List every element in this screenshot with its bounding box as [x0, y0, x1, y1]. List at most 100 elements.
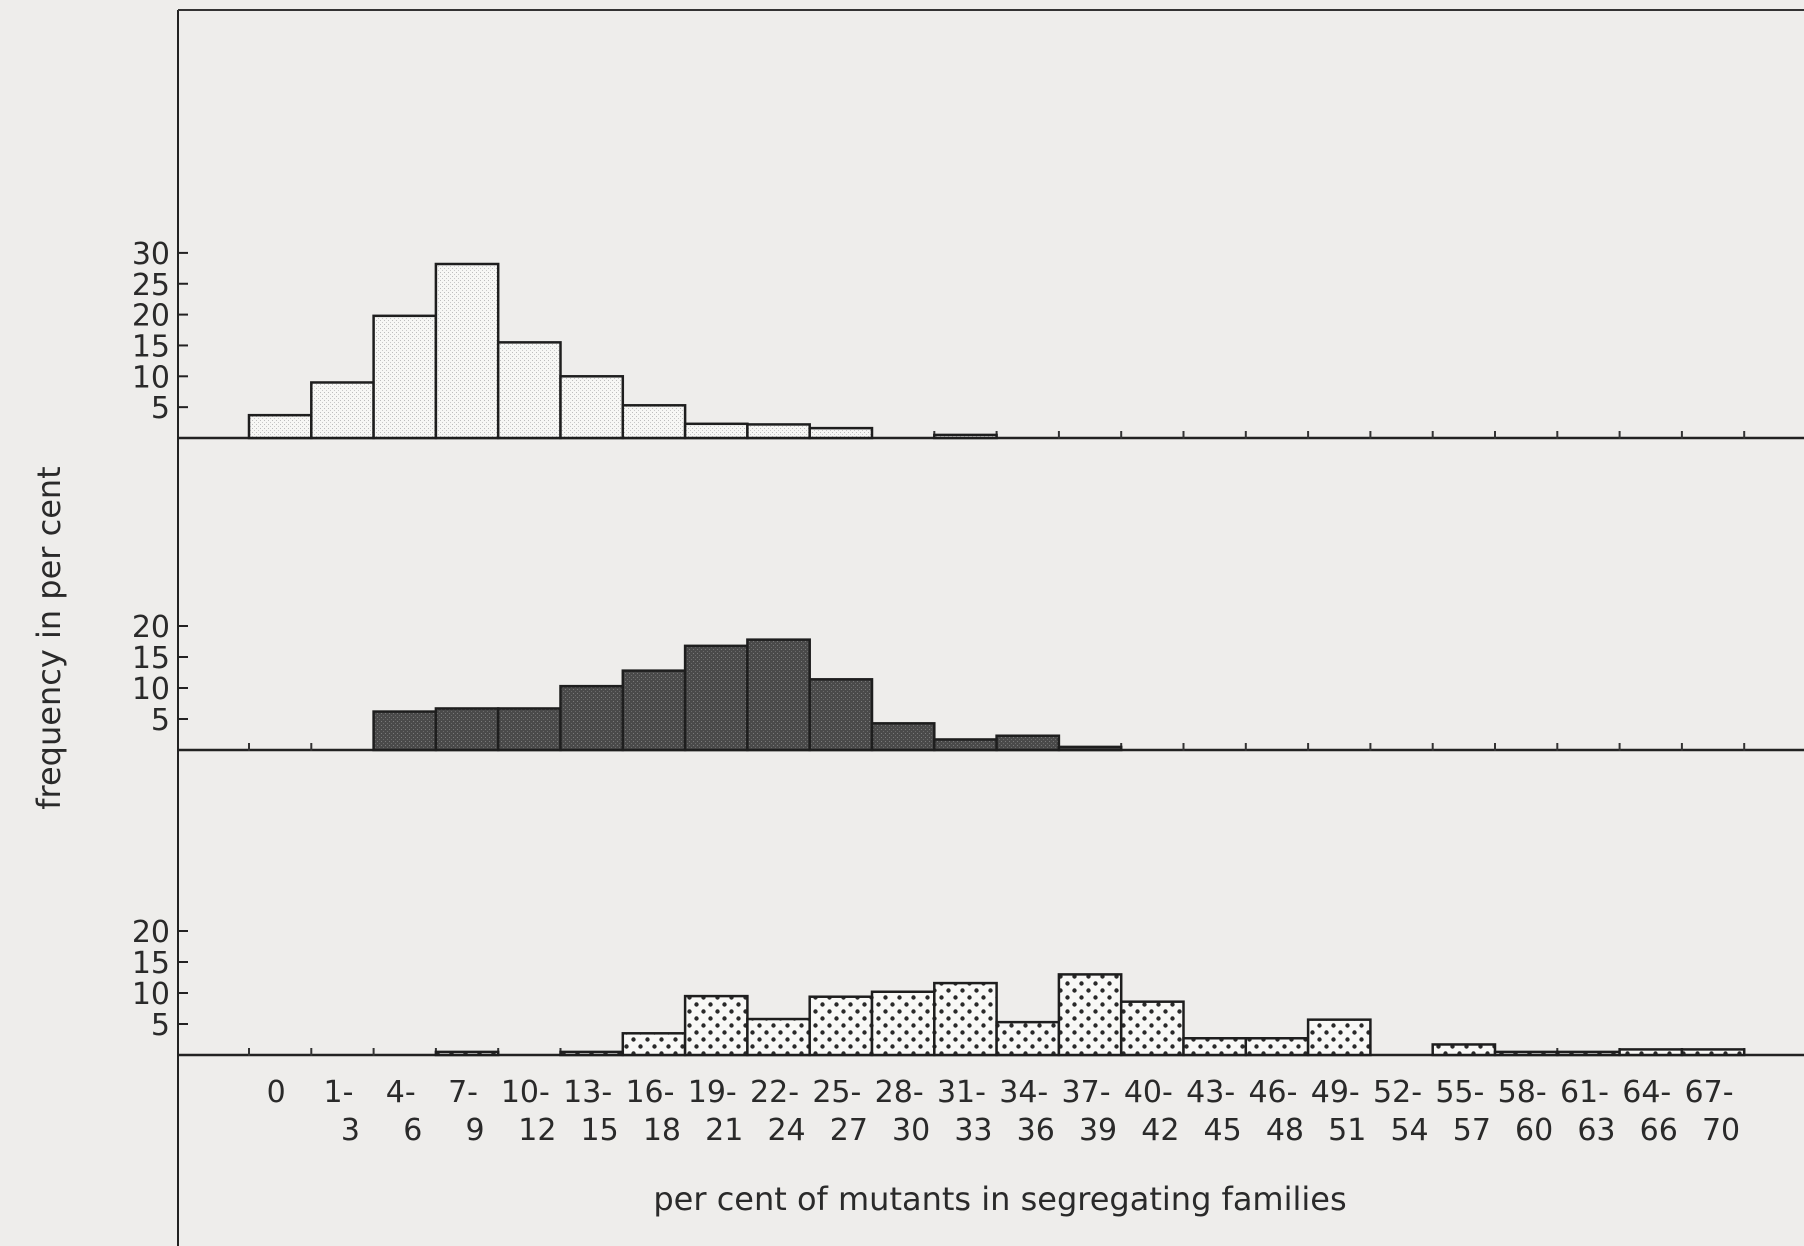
- panel-3-bar: [1618, 1048, 1684, 1057]
- panel-3-ytick-label: 15: [132, 946, 170, 981]
- panel-1-ytick-label: 25: [132, 268, 170, 303]
- panel-1-ytick-label: 30: [132, 237, 170, 272]
- panel-3-bar: [746, 1017, 811, 1057]
- panel-3-ytick-label: 20: [132, 915, 170, 950]
- panel-2-ytick-label: 10: [132, 672, 170, 707]
- x-category-label-bottom: 39: [1079, 1113, 1117, 1148]
- x-category-label-bottom: 57: [1453, 1113, 1491, 1148]
- x-category-label-top: 28-: [875, 1075, 924, 1110]
- x-category-label-bottom: 18: [643, 1113, 681, 1148]
- panel-1-ytick-label: 10: [132, 360, 170, 395]
- panel-3-bar: [1680, 1048, 1746, 1057]
- panel-3-bar: [933, 981, 998, 1057]
- x-category-label-top: 4-: [386, 1075, 416, 1110]
- panel-2-bar: [933, 738, 998, 752]
- panel-2-bar: [621, 669, 687, 752]
- x-category-label-top: 52-: [1373, 1075, 1422, 1110]
- x-category-label-top: 37-: [1062, 1075, 1111, 1110]
- x-category-label-bottom: 3: [341, 1113, 360, 1148]
- panel-3-bar: [1057, 973, 1123, 1057]
- panel-1-bar: [310, 381, 375, 440]
- panel-1-bar: [808, 426, 874, 440]
- panel-1-bar: [621, 404, 687, 440]
- panel-1-bar: [247, 413, 313, 440]
- x-category-label-bottom: 51: [1328, 1113, 1366, 1148]
- panel-2-bar: [559, 684, 625, 752]
- panel-1-ytick-label: 20: [132, 299, 170, 334]
- x-category-label-top: 46-: [1248, 1075, 1297, 1110]
- panel-1-bar: [496, 341, 562, 440]
- panel-1-bar: [559, 375, 625, 440]
- x-category-label-bottom: 45: [1204, 1113, 1242, 1148]
- x-category-label-top: 34-: [999, 1075, 1048, 1110]
- x-category-label-top: 10-: [501, 1075, 550, 1110]
- x-category-label-bottom: 54: [1390, 1113, 1428, 1148]
- x-category-label-bottom: 9: [466, 1113, 485, 1148]
- panel-2-ytick-label: 15: [132, 641, 170, 676]
- x-category-label-top: 43-: [1186, 1075, 1235, 1110]
- x-category-label-bottom: 60: [1515, 1113, 1553, 1148]
- panel-2-bar: [808, 678, 874, 752]
- x-category-label-top: 25-: [812, 1075, 861, 1110]
- panel-2-bar: [995, 734, 1061, 752]
- x-category-label-top: 67-: [1685, 1075, 1734, 1110]
- x-category-label-bottom: 70: [1702, 1113, 1740, 1148]
- panel-2-bar: [434, 707, 500, 752]
- panel-3-bar: [870, 990, 936, 1057]
- x-category-label-top: 0: [267, 1075, 286, 1110]
- x-category-label-top: 19-: [688, 1075, 737, 1110]
- panel-3-bar: [559, 1050, 625, 1057]
- panel-2-bar: [683, 644, 749, 752]
- panel-2-bar: [870, 722, 936, 752]
- x-category-label-bottom: 12: [518, 1113, 556, 1148]
- x-category-label-bottom: 15: [581, 1113, 619, 1148]
- panel-1-ytick-label: 5: [151, 391, 170, 426]
- panel-3-bar: [1306, 1018, 1372, 1057]
- x-category-label-bottom: 42: [1141, 1113, 1179, 1148]
- panel-3-ytick-label: 10: [132, 977, 170, 1012]
- panel-3-ytick-label: 5: [151, 1008, 170, 1043]
- x-category-label-bottom: 33: [954, 1113, 992, 1148]
- x-category-label-top: 40-: [1124, 1075, 1173, 1110]
- x-axis-title: per cent of mutants in segregating famil…: [653, 1180, 1346, 1218]
- panel-2-bar: [1057, 745, 1123, 752]
- x-category-label-bottom: 24: [767, 1113, 805, 1148]
- y-axis-title: frequency in per cent: [30, 466, 68, 809]
- x-category-label-bottom: 27: [830, 1113, 868, 1148]
- x-category-label-top: 58-: [1498, 1075, 1547, 1110]
- panel-1-bar: [933, 433, 998, 440]
- x-category-label-top: 31-: [937, 1075, 986, 1110]
- x-category-label-top: 1-: [323, 1075, 353, 1110]
- x-category-label-bottom: 63: [1577, 1113, 1615, 1148]
- x-category-labels: 0 1-34-67-910-1213-1516-1819-2122-2425-27…: [267, 1075, 1741, 1148]
- panel-2-ytick-label: 20: [132, 610, 170, 645]
- panel-3-bar: [1556, 1050, 1621, 1057]
- x-category-label-top: 7-: [448, 1075, 478, 1110]
- panel-2-ytick-label: 5: [151, 703, 170, 738]
- x-category-label-top: 64-: [1622, 1075, 1671, 1110]
- panel-1-bar: [683, 422, 749, 440]
- x-category-label-top: 13-: [563, 1075, 612, 1110]
- panel-3-bar: [1244, 1037, 1310, 1057]
- panel-3-bar: [995, 1020, 1061, 1057]
- panel-3-bar: [1431, 1043, 1497, 1057]
- x-category-label-bottom: 66: [1640, 1113, 1678, 1148]
- panel-3-bar: [808, 995, 874, 1057]
- x-category-label-bottom: 36: [1017, 1113, 1055, 1148]
- panel-3-bar: [621, 1032, 687, 1057]
- x-category-label-top: 49-: [1311, 1075, 1360, 1110]
- panel-1-bar: [434, 262, 500, 440]
- x-category-label-bottom: 21: [705, 1113, 743, 1148]
- panel-1-ytick-label: 15: [132, 329, 170, 364]
- panel-2-bar: [746, 638, 811, 752]
- x-category-label-bottom: 48: [1266, 1113, 1304, 1148]
- x-category-label-top: 22-: [750, 1075, 799, 1110]
- panel-3-bar: [1182, 1037, 1248, 1057]
- panel-3-bar: [434, 1050, 500, 1057]
- panel-2-bar: [372, 710, 438, 752]
- x-category-label-top: 16-: [625, 1075, 674, 1110]
